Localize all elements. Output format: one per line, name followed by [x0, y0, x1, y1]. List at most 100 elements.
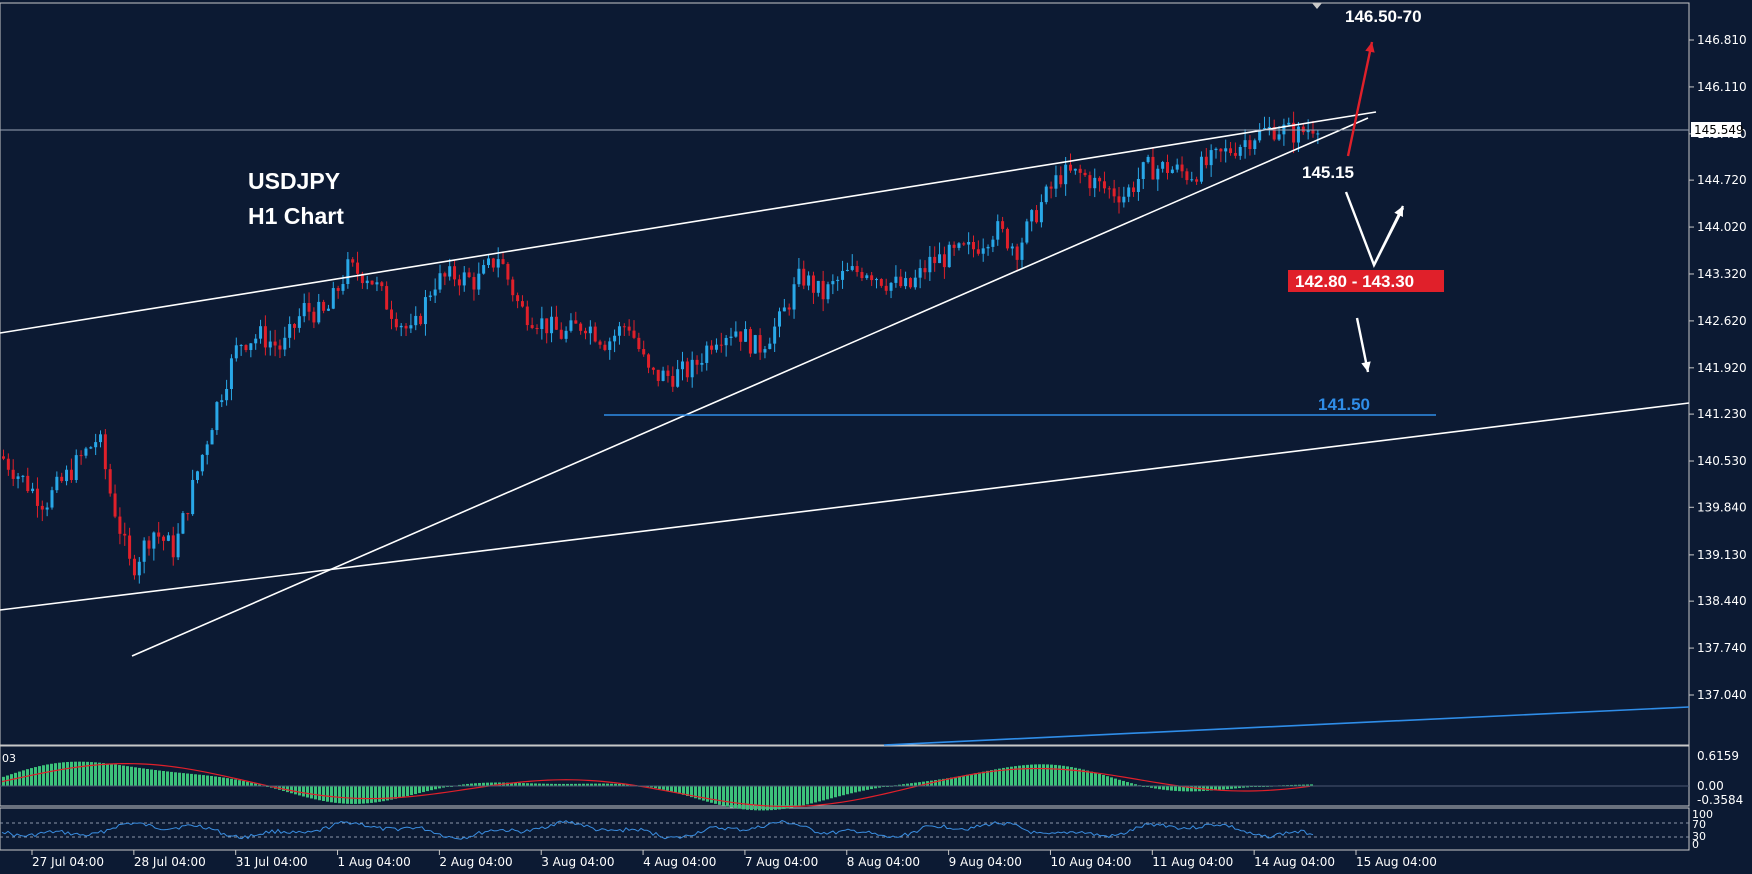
candle-body: [1282, 124, 1286, 135]
candle-body: [588, 326, 592, 334]
candle-body: [608, 341, 612, 350]
date-axis: 27 Jul 04:00 28 Jul 04:00 31 Jul 04:00 1 Au…: [31, 850, 1437, 869]
candle-body: [234, 345, 238, 359]
candle-body: [326, 308, 330, 311]
price-tick-label: 138.440: [1697, 594, 1747, 608]
macd-bar: [478, 782, 481, 786]
macd-bar: [706, 786, 709, 802]
candle-body: [826, 284, 830, 300]
macd-bar: [190, 773, 193, 786]
date-tick-label: 7 Aug 04:00: [745, 855, 818, 869]
candle-body: [380, 282, 384, 287]
candle-body: [1156, 168, 1160, 180]
candle-body: [1112, 188, 1116, 197]
candle-body: [904, 278, 908, 287]
candle-body: [1151, 156, 1155, 180]
candle-body: [1195, 179, 1199, 182]
candle-body: [506, 263, 510, 280]
macd-bar: [174, 772, 177, 786]
macd-bar: [26, 769, 29, 786]
macd-bar: [374, 786, 377, 803]
macd-bar: [922, 781, 925, 786]
macd-bar: [614, 783, 617, 786]
macd-bar: [606, 783, 609, 786]
macd-bar: [66, 761, 69, 786]
candle-body: [841, 270, 845, 280]
candle-body: [1233, 153, 1237, 156]
macd-panel: 0.6159 0.00-0.3584: [0, 749, 1743, 811]
macd-bar: [722, 786, 725, 806]
lower-blue-line: [883, 706, 1690, 746]
macd-bar: [298, 786, 301, 796]
candle-body: [268, 341, 272, 348]
candle-body: [773, 326, 777, 344]
macd-bar: [198, 774, 201, 786]
macd-bar: [90, 762, 93, 786]
candle-body: [356, 262, 360, 274]
candle-body: [1083, 172, 1087, 176]
candle-body: [952, 244, 956, 248]
candle-body: [1001, 221, 1005, 229]
candle-body: [714, 344, 718, 350]
macd-bar: [102, 763, 105, 786]
macd-bar: [242, 780, 245, 786]
candle-body: [118, 516, 122, 534]
macd-bar: [362, 786, 365, 804]
candle-body: [351, 259, 355, 263]
macd-bar: [1014, 766, 1017, 786]
candle-body: [1316, 133, 1320, 135]
candle-body: [1170, 169, 1174, 173]
macd-bar: [250, 782, 253, 786]
candle-body: [942, 254, 946, 268]
macd-bar: [862, 786, 865, 791]
candle-body: [307, 303, 311, 312]
macd-bar: [222, 777, 225, 786]
macd-bar: [1222, 786, 1225, 790]
macd-bar: [302, 786, 305, 797]
macd-axis-label: 0.6159: [1697, 749, 1739, 763]
candle-body: [297, 316, 301, 328]
macd-bar: [486, 782, 489, 786]
current-price-label: 145.549: [1694, 123, 1744, 137]
candle-body: [45, 507, 49, 510]
candle-body: [55, 476, 59, 491]
price-tick-label: 139.130: [1697, 548, 1747, 562]
price-tick-label: 144.020: [1697, 220, 1747, 234]
candle-body: [293, 324, 296, 328]
macd-bar: [418, 786, 421, 794]
main-plot-frame: [0, 2, 1690, 746]
candle-body: [574, 320, 578, 324]
candle-body: [390, 309, 393, 319]
macd-bar: [1250, 786, 1253, 788]
macd-bar: [918, 782, 921, 786]
candle-body: [802, 268, 806, 286]
candle-body: [394, 318, 398, 328]
candle-body: [1161, 162, 1165, 169]
candle-body: [205, 444, 209, 455]
macd-bar: [346, 786, 349, 804]
macd-bar: [770, 786, 773, 811]
macd-bar: [610, 783, 613, 786]
macd-bar: [758, 786, 761, 811]
candle-body: [467, 272, 471, 278]
candle-body: [1030, 210, 1034, 222]
candle-body: [89, 447, 93, 449]
candle-body: [1224, 148, 1228, 152]
date-tick-label: 8 Aug 04:00: [847, 855, 920, 869]
macd-bar: [742, 786, 745, 810]
candle-body: [40, 505, 44, 510]
macd-bar: [1026, 764, 1029, 786]
macd-bar: [258, 784, 261, 786]
candle-body: [254, 338, 258, 344]
candle-body: [74, 455, 78, 481]
trendlines-layer: [0, 3, 1690, 746]
candle-body: [370, 280, 374, 285]
candle-body: [336, 288, 340, 291]
macd-bar: [794, 786, 797, 807]
candle-body: [1020, 242, 1024, 260]
macd-bar: [370, 786, 373, 803]
macd-bar: [946, 778, 949, 786]
price-tick-label: 139.840: [1697, 500, 1747, 514]
candle-body: [496, 259, 500, 268]
